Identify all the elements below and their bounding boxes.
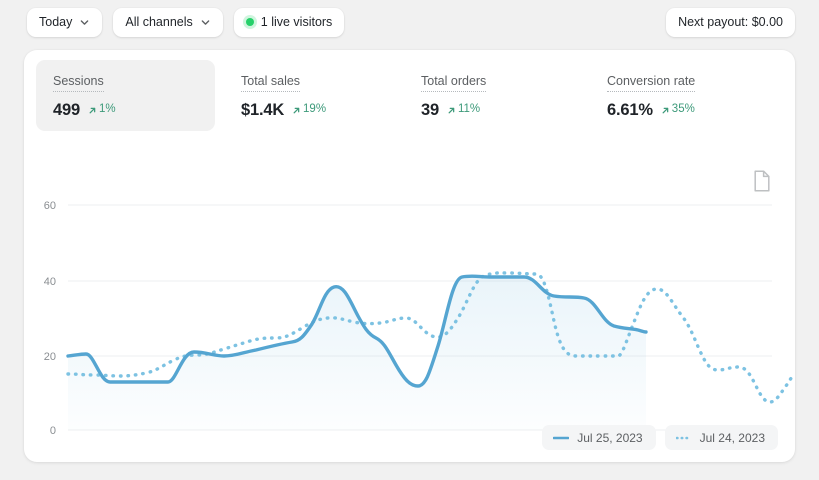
metric-value-row: 499 1% <box>53 100 199 119</box>
analytics-card: Sessions 499 1% Total sales $1.4K <box>24 50 795 462</box>
sessions-chart[interactable]: 60 40 20 0 12:00 AM 3:00 AM 6:00 AM 9:00… <box>24 146 795 446</box>
export-document-icon[interactable] <box>752 170 772 192</box>
metric-value: $1.4K <box>241 100 285 119</box>
metric-delta: 35% <box>661 104 695 116</box>
metric-delta-value: 19% <box>303 103 327 116</box>
metric-total-orders[interactable]: Total orders 39 11% <box>404 60 590 131</box>
date-filter-label: Today <box>39 15 73 30</box>
legend-label: Jul 24, 2023 <box>699 430 765 445</box>
chart-area-fill <box>68 276 646 430</box>
metric-value-row: 6.61% 35% <box>607 100 760 119</box>
metric-delta: 1% <box>88 104 116 116</box>
metric-value: 6.61% <box>607 100 653 119</box>
next-payout-label: Next payout: $0.00 <box>678 15 783 30</box>
chart-line-jul25 <box>66 274 648 388</box>
metric-delta-value: 1% <box>98 103 116 116</box>
chart-y-axis: 60 40 20 0 <box>44 200 56 437</box>
metric-label: Total orders <box>421 75 487 92</box>
chevron-down-icon <box>200 17 211 28</box>
toolbar-right: Next payout: $0.00 <box>666 7 795 37</box>
chevron-down-icon <box>79 17 90 28</box>
trend-up-arrow-icon <box>292 106 301 115</box>
legend-label: Jul 25, 2023 <box>577 430 643 445</box>
solid-line-swatch-icon <box>553 436 570 440</box>
metric-delta-value: 11% <box>457 103 481 116</box>
next-payout-button[interactable]: Next payout: $0.00 <box>666 7 795 37</box>
metric-delta-value: 35% <box>671 103 695 116</box>
top-toolbar: Today All channels 1 live visitors Next … <box>0 0 819 44</box>
metric-delta: 19% <box>292 104 326 116</box>
trend-up-arrow-icon <box>88 106 97 115</box>
y-tick-label: 60 <box>44 200 56 212</box>
trend-up-arrow-icon <box>661 106 670 115</box>
channel-filter-button[interactable]: All channels <box>113 7 223 37</box>
metrics-row: Sessions 499 1% Total sales $1.4K <box>24 50 795 131</box>
metric-sessions[interactable]: Sessions 499 1% <box>36 60 215 131</box>
chart-canvas: 60 40 20 0 12:00 AM 3:00 AM 6:00 AM 9:00… <box>44 200 795 437</box>
live-status-dot-icon <box>245 18 254 26</box>
trend-up-arrow-icon <box>447 106 456 115</box>
metric-value: 499 <box>53 100 80 119</box>
metric-label: Total sales <box>241 75 301 92</box>
dotted-line-swatch-icon <box>675 436 692 440</box>
date-filter-button[interactable]: Today <box>27 7 103 37</box>
legend-item-jul25[interactable]: Jul 25, 2023 <box>542 425 656 450</box>
metric-value-row: $1.4K 19% <box>241 100 388 119</box>
metric-value: 39 <box>421 100 439 119</box>
metric-label: Sessions <box>53 75 104 92</box>
legend-item-jul24[interactable]: Jul 24, 2023 <box>664 425 778 450</box>
y-tick-label: 40 <box>44 276 56 288</box>
live-visitors-button[interactable]: 1 live visitors <box>233 7 345 37</box>
live-visitors-label: 1 live visitors <box>260 15 333 30</box>
y-tick-label: 20 <box>44 351 56 363</box>
metric-label: Conversion rate <box>607 75 696 92</box>
metric-delta: 11% <box>447 104 480 116</box>
y-tick-label: 0 <box>50 425 56 437</box>
channel-filter-label: All channels <box>125 15 193 30</box>
metric-value-row: 39 11% <box>421 100 574 119</box>
toolbar-filters: Today All channels 1 live visitors <box>27 7 345 37</box>
metric-conversion-rate[interactable]: Conversion rate 6.61% 35% <box>590 60 776 131</box>
chart-legend: Jul 25, 2023 Jul 24, 2023 <box>542 425 778 450</box>
metric-total-sales[interactable]: Total sales $1.4K 19% <box>224 60 404 131</box>
